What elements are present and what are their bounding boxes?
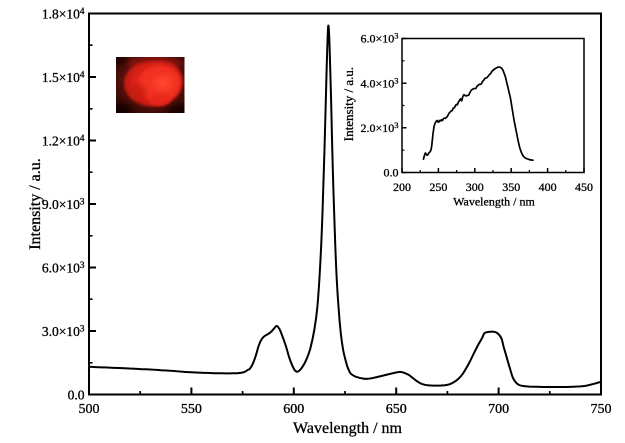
svg-text:700: 700 — [488, 402, 509, 417]
svg-text:750: 750 — [591, 402, 612, 417]
svg-text:200: 200 — [393, 180, 411, 194]
svg-text:0.0: 0.0 — [384, 166, 399, 180]
svg-text:2.0×103: 2.0×103 — [360, 120, 398, 135]
svg-text:450: 450 — [575, 180, 593, 194]
svg-text:350: 350 — [502, 180, 520, 194]
svg-text:4.0×103: 4.0×103 — [360, 75, 398, 90]
svg-text:1.8×104: 1.8×104 — [42, 6, 85, 22]
svg-text:400: 400 — [539, 180, 557, 194]
svg-text:500: 500 — [79, 402, 100, 417]
svg-text:0.0: 0.0 — [68, 387, 85, 402]
svg-text:1.5×104: 1.5×104 — [42, 69, 85, 85]
svg-text:Wavelength / nm: Wavelength / nm — [453, 195, 535, 209]
svg-text:250: 250 — [429, 180, 447, 194]
svg-text:3.0×103: 3.0×103 — [42, 323, 85, 339]
svg-text:6.0×103: 6.0×103 — [42, 260, 85, 276]
svg-text:600: 600 — [283, 402, 304, 417]
svg-text:Wavelength / nm: Wavelength / nm — [293, 420, 402, 437]
svg-text:1.2×104: 1.2×104 — [42, 133, 85, 149]
svg-text:550: 550 — [181, 402, 202, 417]
svg-text:Intensity / a.u.: Intensity / a.u. — [27, 158, 44, 250]
svg-text:6.0×103: 6.0×103 — [360, 31, 398, 46]
svg-text:300: 300 — [466, 180, 484, 194]
svg-text:650: 650 — [386, 402, 407, 417]
svg-text:9.0×103: 9.0×103 — [42, 196, 85, 212]
svg-text:Intensity / a.u.: Intensity / a.u. — [341, 67, 356, 141]
